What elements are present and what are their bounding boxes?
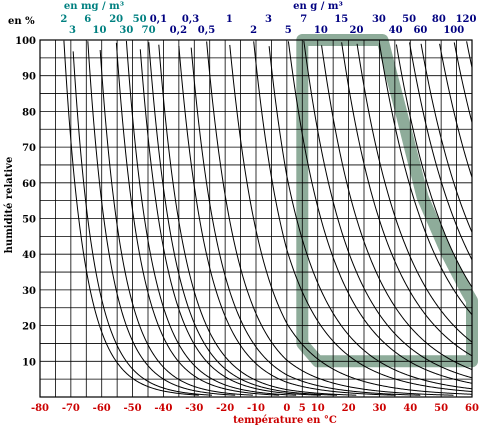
x-tick-label: 30	[372, 403, 386, 414]
y-tick-label: 40	[22, 250, 36, 261]
humidity-curve	[253, 41, 473, 393]
y-tick-label: 10	[22, 357, 36, 368]
humidity-curve	[178, 46, 396, 396]
humidity-curve	[206, 41, 454, 396]
g-curve-label: 20	[350, 25, 364, 36]
humidity-curve	[466, 41, 473, 68]
x-tick-label: -20	[216, 403, 234, 414]
humidity-curve	[99, 49, 253, 396]
mg-curve-label: 2	[60, 14, 67, 25]
humidity-curve	[229, 44, 473, 395]
g-curve-label: 1	[226, 14, 233, 25]
humidity-curve	[439, 43, 473, 178]
humidity-curve	[378, 43, 473, 315]
y-axis-title: humidité relative	[4, 157, 15, 254]
humidity-curve	[321, 45, 473, 371]
humidity-curve	[409, 42, 473, 260]
humidity-curve	[287, 41, 473, 384]
mg-curve-label: 10	[93, 25, 107, 36]
mg-curve-label: 50	[133, 14, 147, 25]
humidity-curve	[125, 40, 297, 396]
g-scale-label: en g / m³	[293, 1, 343, 12]
g-curve-label: 10	[314, 25, 328, 36]
g-curve-label: 80	[432, 14, 446, 25]
humidity-curve	[268, 46, 473, 390]
mg-curve-label: 3	[69, 25, 76, 36]
humidity-curve	[420, 43, 473, 233]
y-tick-label: 90	[22, 72, 36, 83]
g-curve-label: 0,3	[182, 14, 199, 25]
x-axis-title: température en °C	[233, 415, 337, 426]
x-tick-label: 40	[403, 403, 417, 414]
humidity-curve	[190, 47, 421, 396]
mg-curve-label: 30	[119, 25, 133, 36]
mg-curve-label: 6	[84, 14, 91, 25]
x-tick-label: 0	[283, 403, 290, 414]
x-tick-label: 60	[465, 403, 479, 414]
g-curve-label: 0,5	[198, 25, 215, 36]
g-curve-label: 40	[389, 25, 403, 36]
y-tick-label: 20	[22, 322, 36, 333]
x-tick-label: -40	[154, 403, 172, 414]
y-tick-label: 30	[22, 286, 36, 297]
x-tick-label: -50	[124, 403, 142, 414]
tick-layer: -80 -70 -60 -50 -40 -30 -20 -10 0 5 10 20 30 40 50 6010…	[15, 14, 479, 414]
y-tick-label: 80	[22, 107, 36, 118]
y-unit-label: en %	[8, 16, 35, 27]
x-tick-label: 20	[342, 403, 356, 414]
y-tick-label: 50	[22, 215, 36, 226]
humidity-curve	[453, 42, 473, 123]
plot-frame	[39, 39, 473, 398]
g-curve-label: 2	[250, 25, 257, 36]
x-tick-label: -60	[93, 403, 111, 414]
humidity-curve	[303, 40, 473, 379]
x-tick-label: -70	[62, 403, 80, 414]
g-curve-label: 50	[402, 14, 416, 25]
y-tick-label: 60	[22, 179, 36, 190]
mg-scale-label: en mg / m³	[64, 1, 124, 12]
humidity-curve	[395, 44, 473, 288]
g-curve-label: 7	[300, 14, 307, 25]
g-curve-label: 30	[372, 14, 386, 25]
x-tick-label: -10	[247, 403, 265, 414]
humidity-curve	[63, 40, 199, 396]
x-tick-label: 10	[311, 403, 325, 414]
g-curve-label: 60	[413, 25, 427, 36]
x-tick-label: -30	[185, 403, 203, 414]
grid-layer	[39, 39, 473, 398]
humidity-curve	[115, 42, 280, 396]
g-curve-label: 3	[265, 14, 272, 25]
g-curve-label: 5	[285, 25, 292, 36]
g-curve-label: 0,2	[170, 25, 187, 36]
x-tick-label: 5	[299, 403, 306, 414]
humidity-curve	[87, 41, 236, 396]
mg-curve-label: 20	[109, 14, 123, 25]
g-curve-label: 100	[443, 25, 464, 36]
humidity-curve	[139, 49, 321, 396]
g-curve-label: 120	[456, 14, 477, 25]
x-tick-label: -80	[31, 403, 49, 414]
y-tick-label: 100	[15, 36, 36, 47]
curve-layer	[63, 40, 473, 396]
mg-curve-label: 70	[142, 25, 156, 36]
y-tick-label: 70	[22, 143, 36, 154]
humidity-curve	[148, 42, 338, 396]
humidity-curve	[341, 42, 473, 357]
x-tick-label: 50	[434, 403, 448, 414]
g-curve-label: 15	[334, 14, 348, 25]
humidity-curve	[158, 44, 357, 396]
g-curve-label: 0,1	[150, 14, 167, 25]
humidity-curve	[356, 43, 473, 343]
humidity-curve	[72, 51, 213, 396]
